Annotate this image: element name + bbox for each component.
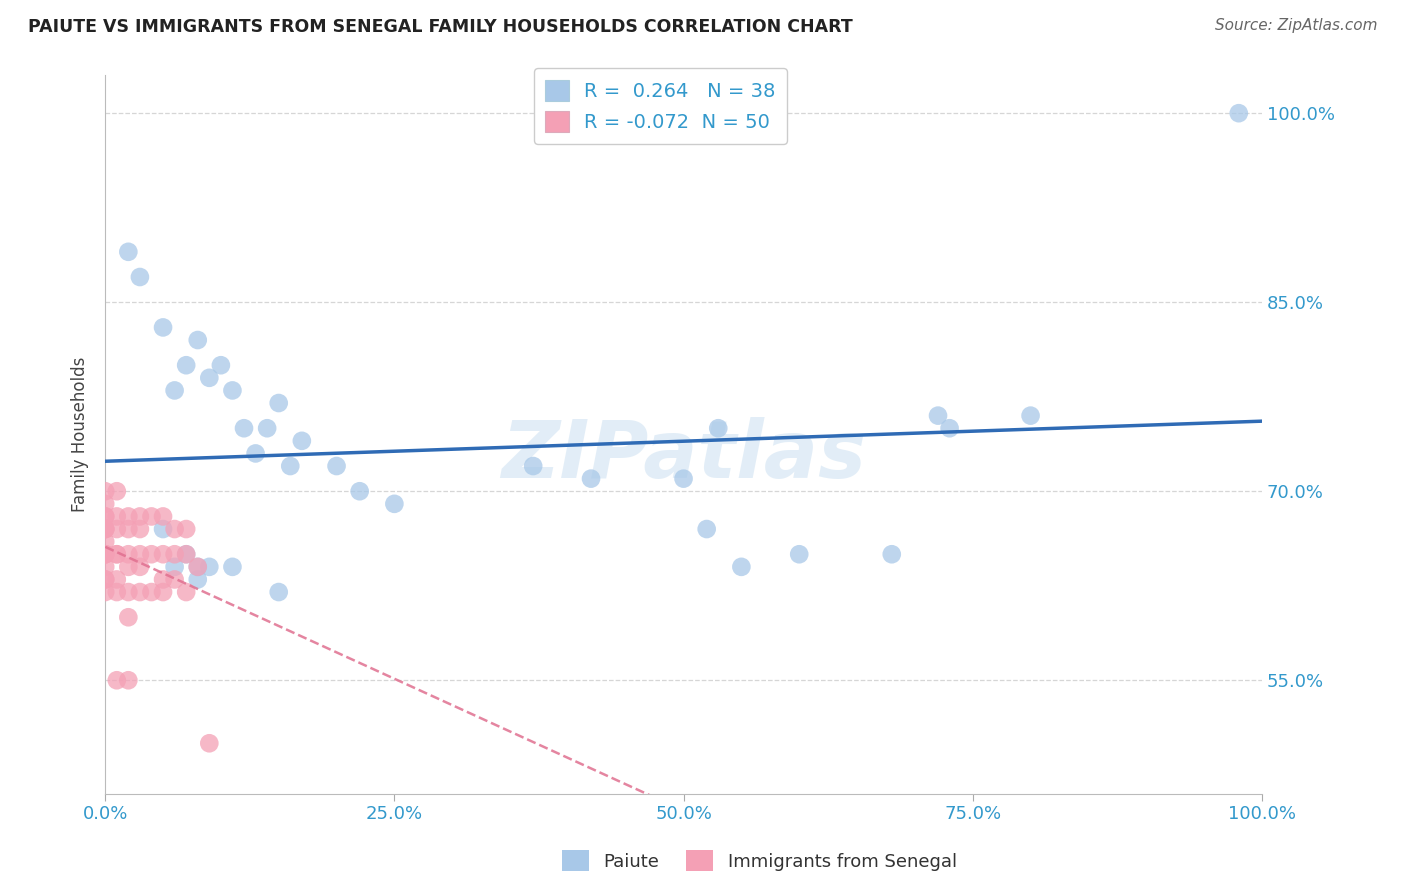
Point bbox=[163, 522, 186, 536]
Point bbox=[94, 547, 117, 561]
Point bbox=[163, 559, 186, 574]
Point bbox=[880, 547, 903, 561]
Point bbox=[94, 484, 117, 499]
Point bbox=[94, 522, 117, 536]
Point bbox=[187, 573, 209, 587]
Point bbox=[129, 559, 152, 574]
Text: PAIUTE VS IMMIGRANTS FROM SENEGAL FAMILY HOUSEHOLDS CORRELATION CHART: PAIUTE VS IMMIGRANTS FROM SENEGAL FAMILY… bbox=[28, 18, 853, 36]
Point bbox=[129, 522, 152, 536]
Point bbox=[94, 522, 117, 536]
Point bbox=[174, 547, 197, 561]
Point bbox=[94, 509, 117, 524]
Point bbox=[94, 522, 117, 536]
Point bbox=[707, 421, 730, 435]
Point bbox=[117, 244, 139, 259]
Point bbox=[117, 610, 139, 624]
Point bbox=[94, 534, 117, 549]
Point bbox=[94, 573, 117, 587]
Point bbox=[94, 573, 117, 587]
Point bbox=[117, 559, 139, 574]
Point bbox=[579, 472, 602, 486]
Point bbox=[174, 585, 197, 599]
Point bbox=[117, 673, 139, 688]
Point bbox=[198, 736, 221, 750]
Point bbox=[152, 585, 174, 599]
Point bbox=[198, 371, 221, 385]
Point bbox=[1019, 409, 1042, 423]
Point bbox=[105, 573, 128, 587]
Point bbox=[672, 472, 695, 486]
Point bbox=[105, 547, 128, 561]
Point bbox=[696, 522, 718, 536]
Point bbox=[129, 585, 152, 599]
Point bbox=[938, 421, 960, 435]
Point bbox=[291, 434, 314, 448]
Point bbox=[105, 484, 128, 499]
Point bbox=[267, 585, 290, 599]
Point bbox=[94, 547, 117, 561]
Point bbox=[349, 484, 371, 499]
Point bbox=[174, 358, 197, 372]
Point bbox=[141, 547, 163, 561]
Point bbox=[117, 547, 139, 561]
Point bbox=[187, 559, 209, 574]
Point bbox=[730, 559, 752, 574]
Point bbox=[209, 358, 232, 372]
Point bbox=[174, 522, 197, 536]
Point bbox=[117, 585, 139, 599]
Point bbox=[1227, 106, 1250, 120]
Point bbox=[245, 446, 267, 460]
Point bbox=[152, 509, 174, 524]
Legend: Paiute, Immigrants from Senegal: Paiute, Immigrants from Senegal bbox=[554, 843, 965, 879]
Point bbox=[152, 522, 174, 536]
Point bbox=[221, 559, 243, 574]
Point bbox=[325, 458, 347, 473]
Text: ZIPatlas: ZIPatlas bbox=[501, 417, 866, 495]
Point bbox=[198, 559, 221, 574]
Point bbox=[152, 547, 174, 561]
Point bbox=[94, 559, 117, 574]
Point bbox=[152, 573, 174, 587]
Point bbox=[129, 270, 152, 285]
Point bbox=[105, 547, 128, 561]
Point bbox=[105, 522, 128, 536]
Point bbox=[141, 585, 163, 599]
Y-axis label: Family Households: Family Households bbox=[72, 357, 89, 512]
Point bbox=[94, 497, 117, 511]
Point bbox=[117, 522, 139, 536]
Point bbox=[129, 547, 152, 561]
Point bbox=[105, 673, 128, 688]
Point bbox=[384, 497, 406, 511]
Point bbox=[233, 421, 256, 435]
Text: Source: ZipAtlas.com: Source: ZipAtlas.com bbox=[1215, 18, 1378, 33]
Point bbox=[105, 585, 128, 599]
Point bbox=[522, 458, 544, 473]
Point bbox=[163, 573, 186, 587]
Point bbox=[256, 421, 278, 435]
Point bbox=[187, 333, 209, 347]
Point bbox=[105, 509, 128, 524]
Point bbox=[94, 547, 117, 561]
Point bbox=[163, 547, 186, 561]
Point bbox=[187, 559, 209, 574]
Point bbox=[94, 585, 117, 599]
Point bbox=[141, 509, 163, 524]
Point bbox=[278, 458, 301, 473]
Point bbox=[267, 396, 290, 410]
Point bbox=[787, 547, 810, 561]
Point bbox=[163, 384, 186, 398]
Point bbox=[117, 509, 139, 524]
Point bbox=[927, 409, 949, 423]
Point bbox=[94, 509, 117, 524]
Point bbox=[129, 509, 152, 524]
Point bbox=[221, 384, 243, 398]
Point bbox=[152, 320, 174, 334]
Point bbox=[174, 547, 197, 561]
Legend: R =  0.264   N = 38, R = -0.072  N = 50: R = 0.264 N = 38, R = -0.072 N = 50 bbox=[534, 68, 787, 144]
